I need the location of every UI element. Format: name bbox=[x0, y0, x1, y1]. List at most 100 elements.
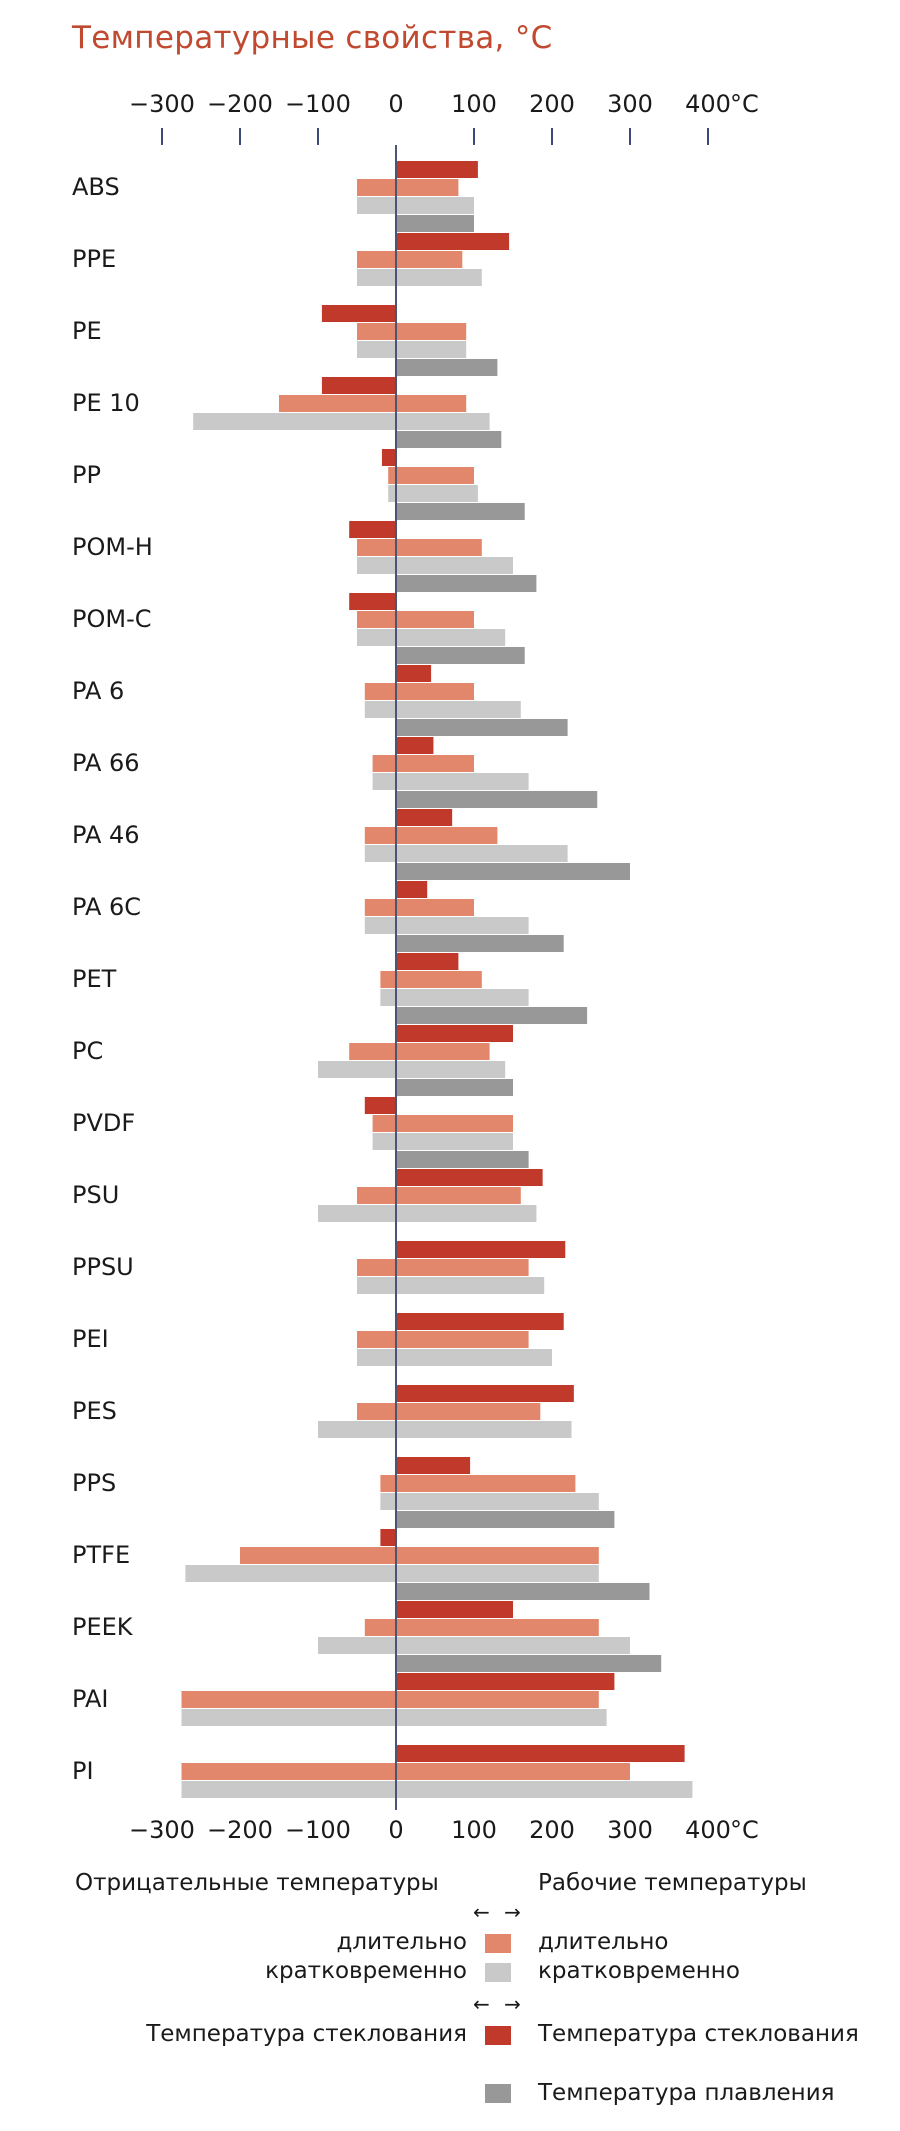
glass-transition-neg-bar bbox=[380, 1529, 396, 1546]
negative-short-bar bbox=[388, 485, 396, 502]
working-short-bar bbox=[396, 1637, 630, 1654]
glass-transition-neg-bar bbox=[321, 377, 396, 394]
legend-melt: Температура плавления bbox=[538, 2080, 835, 2106]
top-tick-label: −200 bbox=[207, 90, 273, 118]
glass-transition-neg-bar bbox=[381, 449, 396, 466]
glass-transition-neg-bar bbox=[349, 593, 396, 610]
melting-bar bbox=[396, 1007, 588, 1024]
working-short-bar bbox=[396, 773, 529, 790]
legend-long-left: длительно bbox=[336, 1929, 467, 1955]
category-label: PI bbox=[72, 1757, 94, 1785]
legend-short-left: кратковременно bbox=[265, 1958, 467, 1984]
negative-short-bar bbox=[318, 1205, 396, 1222]
bottom-tick-label: 200 bbox=[529, 1816, 575, 1844]
negative-short-bar bbox=[357, 557, 396, 574]
working-long-bar bbox=[396, 251, 463, 268]
working-short-bar bbox=[396, 557, 513, 574]
negative-long-bar bbox=[357, 1259, 396, 1276]
category-label: PSU bbox=[72, 1181, 119, 1209]
category-label: PPE bbox=[72, 245, 116, 273]
top-tick-label: 0 bbox=[388, 90, 403, 118]
working-long-bar bbox=[396, 179, 459, 196]
working-short-bar bbox=[396, 1493, 599, 1510]
glass-transition-bar bbox=[396, 809, 453, 826]
working-long-bar bbox=[396, 1187, 521, 1204]
glass-transition-bar bbox=[396, 233, 510, 250]
glass-transition-bar bbox=[396, 1313, 564, 1330]
legend-swatch-short bbox=[485, 1963, 511, 1982]
legend-long-right: длительно bbox=[538, 1929, 669, 1955]
negative-long-bar bbox=[364, 683, 396, 700]
negative-long-bar bbox=[357, 251, 396, 268]
glass-transition-bar bbox=[396, 1385, 574, 1402]
working-long-bar bbox=[396, 971, 482, 988]
working-long-bar bbox=[396, 1259, 529, 1276]
working-short-bar bbox=[396, 1709, 607, 1726]
glass-transition-bar bbox=[396, 737, 434, 754]
working-long-bar bbox=[396, 899, 474, 916]
negative-long-bar bbox=[357, 1403, 396, 1420]
working-short-bar bbox=[396, 629, 506, 646]
category-label: PA 66 bbox=[72, 749, 140, 777]
negative-short-bar bbox=[357, 629, 396, 646]
working-short-bar bbox=[396, 269, 482, 286]
top-tick-label: 400 bbox=[685, 90, 731, 118]
melting-bar bbox=[396, 647, 525, 664]
negative-long-bar bbox=[181, 1691, 396, 1708]
glass-transition-bar bbox=[396, 881, 428, 898]
working-long-bar bbox=[396, 1403, 541, 1420]
negative-short-bar bbox=[364, 917, 396, 934]
working-long-bar bbox=[396, 1115, 513, 1132]
top-tick-label: −300 bbox=[129, 90, 195, 118]
category-label: PA 46 bbox=[72, 821, 140, 849]
negative-long-bar bbox=[181, 1763, 396, 1780]
chart-title: Температурные свойства, °C bbox=[72, 20, 553, 56]
category-label: PA 6C bbox=[72, 893, 141, 921]
melting-bar bbox=[396, 1151, 529, 1168]
working-short-bar bbox=[396, 701, 521, 718]
melting-bar bbox=[396, 359, 498, 376]
working-short-bar bbox=[396, 197, 474, 214]
negative-short-bar bbox=[185, 1565, 396, 1582]
negative-long-bar bbox=[372, 1115, 396, 1132]
negative-long-bar bbox=[357, 539, 396, 556]
working-short-bar bbox=[396, 917, 529, 934]
glass-transition-neg-bar bbox=[364, 1097, 396, 1114]
negative-long-bar bbox=[364, 827, 396, 844]
legend-glass-right: Температура стеклования bbox=[538, 2021, 859, 2047]
bottom-unit-label: °C bbox=[730, 1816, 759, 1844]
negative-short-bar bbox=[357, 197, 396, 214]
negative-short-bar bbox=[357, 1349, 396, 1366]
negative-long-bar bbox=[357, 1187, 396, 1204]
legend-working-header: Рабочие температуры bbox=[538, 1870, 807, 1896]
working-long-bar bbox=[396, 611, 474, 628]
legend-swatch-long bbox=[485, 1934, 511, 1953]
working-short-bar bbox=[396, 1565, 599, 1582]
negative-long-bar bbox=[364, 1619, 396, 1636]
negative-long-bar bbox=[364, 899, 396, 916]
negative-long-bar bbox=[349, 1043, 396, 1060]
working-long-bar bbox=[396, 323, 467, 340]
bottom-tick-label: −300 bbox=[129, 1816, 195, 1844]
melting-bar bbox=[396, 935, 564, 952]
negative-long-bar bbox=[372, 755, 396, 772]
category-label: PES bbox=[72, 1397, 117, 1425]
working-short-bar bbox=[396, 485, 478, 502]
glass-transition-bar bbox=[396, 665, 432, 682]
category-label: PE bbox=[72, 317, 102, 345]
category-label: PTFE bbox=[72, 1541, 130, 1569]
glass-transition-neg-bar bbox=[349, 521, 396, 538]
glass-transition-bar bbox=[396, 1241, 566, 1258]
glass-transition-bar bbox=[396, 1673, 615, 1690]
temperature-bar-chart: −300 −300 −200 −200 −100 −100 0 0 100 100 200 200 30… bbox=[72, 90, 759, 1844]
category-label: PA 6 bbox=[72, 677, 124, 705]
melting-bar bbox=[396, 863, 630, 880]
negative-short-bar bbox=[364, 845, 396, 862]
negative-short-bar bbox=[380, 989, 396, 1006]
glass-transition-bar bbox=[396, 1169, 543, 1186]
negative-short-bar bbox=[380, 1493, 396, 1510]
working-long-bar bbox=[396, 827, 498, 844]
top-tick-label: 300 bbox=[607, 90, 653, 118]
category-label: PC bbox=[72, 1037, 103, 1065]
negative-short-bar bbox=[193, 413, 396, 430]
